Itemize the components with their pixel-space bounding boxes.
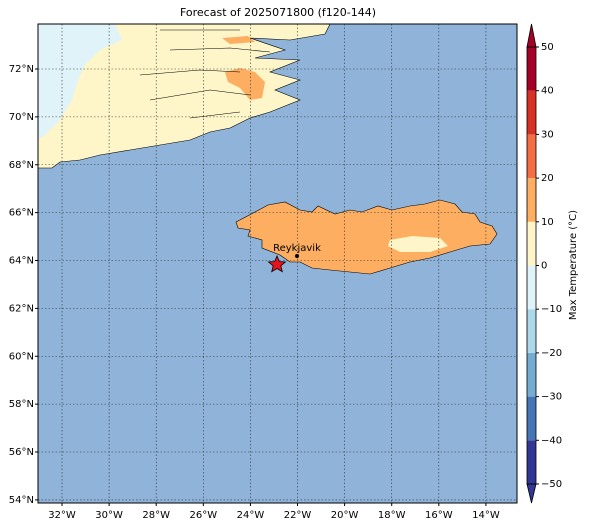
colorbar-tick-label: 10 — [541, 217, 554, 228]
colorbar-tick-label: −10 — [541, 304, 562, 315]
y-tick-label: 68°N — [9, 160, 34, 171]
x-tick-label: 16°W — [425, 510, 453, 521]
fjords — [139, 29, 271, 119]
colorbar-tick-label: 0 — [541, 261, 547, 272]
city-dot — [295, 254, 299, 258]
colorbar-segment — [527, 221, 536, 266]
y-tick-label: 64°N — [9, 256, 34, 267]
map-title: Forecast of 2025071800 (f120-144) — [180, 6, 376, 19]
colorbar-tick-label: 50 — [541, 42, 554, 53]
colorbar-tick-label: −30 — [541, 392, 562, 403]
colorbar-extend-top — [526, 23, 537, 48]
colorbar-segment — [527, 90, 536, 135]
colorbar-tick-label: −40 — [541, 435, 562, 446]
x-tick-label: 24°W — [237, 510, 265, 521]
colorbar-label: Max Temperature (°C) — [568, 210, 579, 320]
cold-region — [38, 24, 122, 140]
colorbar-tick-label: −50 — [541, 479, 562, 490]
x-tick-label: 28°W — [142, 510, 170, 521]
map-area — [38, 24, 517, 503]
y-tick-label: 70°N — [9, 112, 34, 123]
y-tick-label: 72°N — [9, 64, 34, 75]
location-star — [267, 254, 287, 273]
y-tick-label: 62°N — [9, 303, 34, 314]
colorbar-segment — [527, 396, 536, 441]
x-tick-label: 14°W — [472, 510, 500, 521]
colorbar-segment — [527, 309, 536, 353]
colorbar-segment — [527, 265, 536, 310]
colorbar-segment — [527, 134, 536, 179]
colorbar-segment — [527, 440, 536, 484]
x-tick-label: 18°W — [378, 510, 406, 521]
grid — [38, 24, 517, 503]
y-tick-label: 66°N — [9, 208, 34, 219]
map-frame — [37, 23, 518, 504]
y-tick-label: 54°N — [9, 495, 34, 506]
colorbar-tick-label: 20 — [541, 173, 554, 184]
colorbar-tick-label: 40 — [541, 86, 554, 97]
colorbar-tick-label: 30 — [541, 129, 554, 140]
y-tick-label: 58°N — [9, 399, 34, 410]
y-tick-label: 60°N — [9, 351, 34, 362]
iceland — [235, 199, 498, 275]
colorbar-tick-label: −20 — [541, 348, 562, 359]
warm-patch — [388, 236, 448, 252]
marker-label: Reykjavik — [273, 243, 321, 254]
warm-patch — [225, 68, 265, 100]
x-tick-label: 22°W — [284, 510, 312, 521]
colorbar-segment — [527, 47, 536, 91]
warm-patch — [222, 36, 255, 44]
x-tick-label: 32°W — [48, 510, 76, 521]
y-tick-label: 56°N — [9, 447, 34, 458]
colorbar-segment — [527, 178, 536, 222]
x-tick-label: 20°W — [331, 510, 359, 521]
colorbar-extend-bottom — [526, 483, 537, 504]
x-tick-label: 26°W — [190, 510, 218, 521]
x-tick-label: 30°W — [95, 510, 123, 521]
colorbar-segment — [527, 352, 536, 397]
